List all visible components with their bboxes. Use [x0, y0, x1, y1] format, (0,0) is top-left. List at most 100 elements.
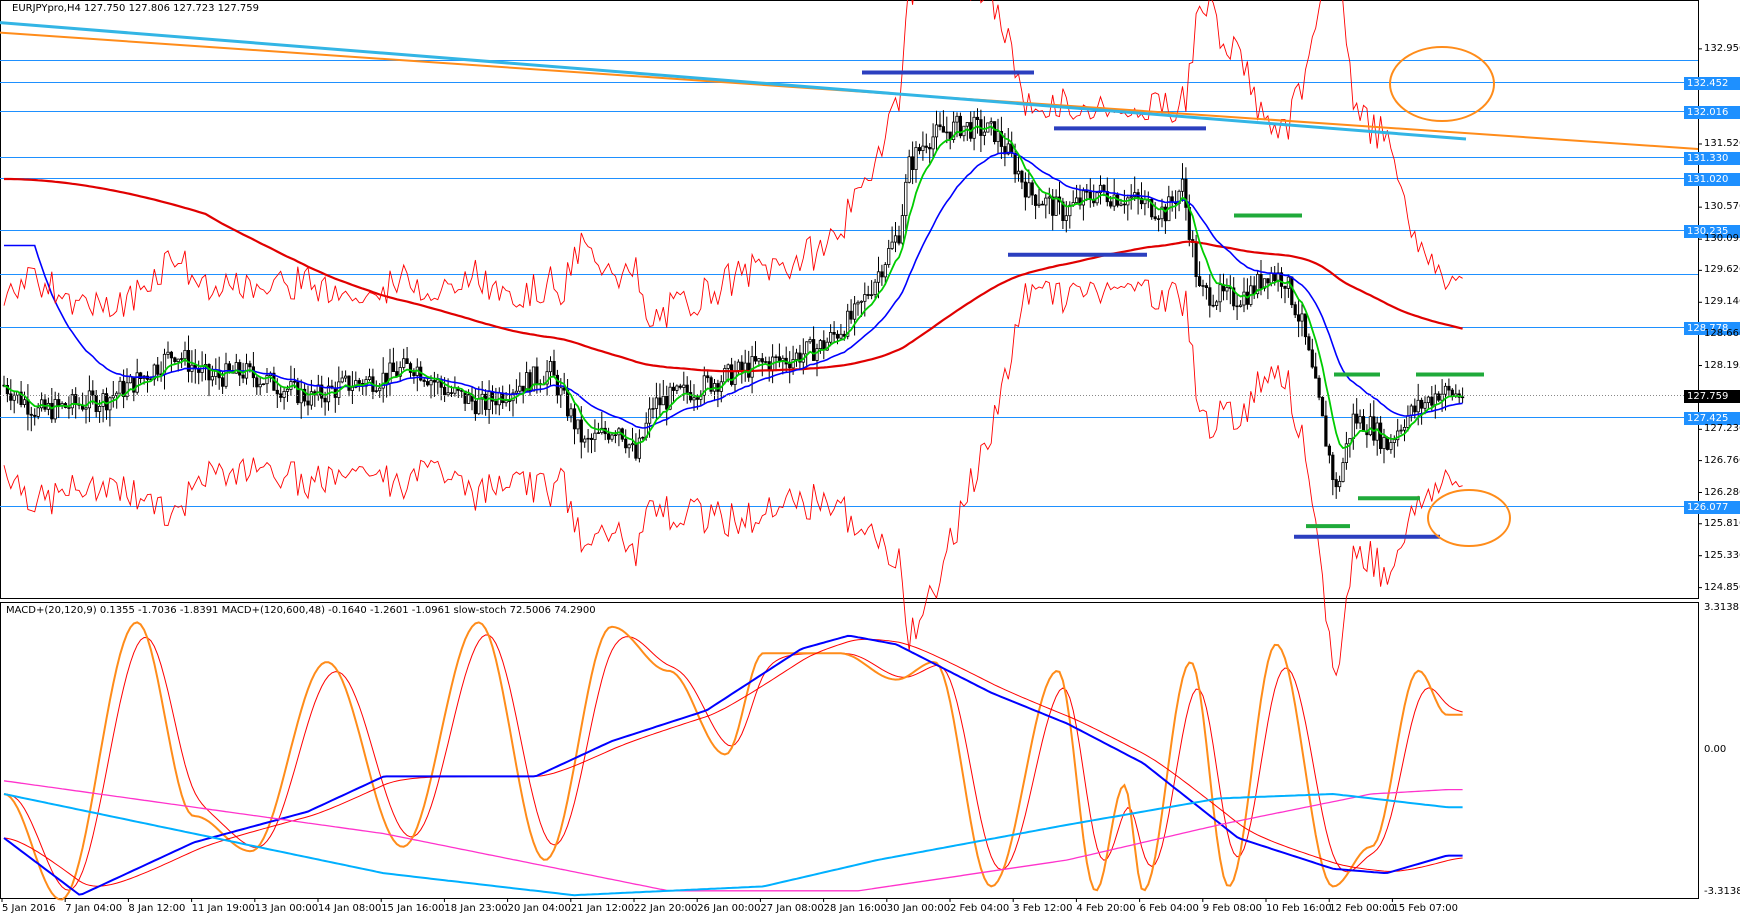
candle-body — [593, 432, 597, 441]
candle-body — [241, 374, 245, 379]
stoch-main-line — [3, 621, 1463, 901]
candle-body — [876, 271, 881, 283]
price-tick-label: 128.195 — [1704, 359, 1740, 371]
time-tick-label: 15 Jan 16:00 — [381, 903, 445, 914]
time-tick-label: 26 Jan 00:00 — [697, 903, 761, 914]
candle-body — [1160, 206, 1164, 220]
candle-body — [1351, 413, 1355, 440]
candle-body — [1225, 287, 1229, 292]
candle-body — [1119, 203, 1123, 206]
candle-body — [1402, 426, 1407, 431]
candle-body — [839, 333, 843, 339]
candle-body — [866, 294, 870, 296]
candle-body — [1344, 443, 1348, 463]
candle-body — [101, 393, 105, 407]
candle-body — [473, 400, 478, 415]
candle-body — [238, 362, 242, 376]
time-tick-label: 28 Jan 16:00 — [823, 903, 887, 914]
candle-body — [296, 380, 300, 404]
candle-body — [525, 372, 529, 392]
price-tick-label: 126.286 — [1704, 486, 1740, 498]
candle-body — [1184, 178, 1188, 208]
level-price-tag: 132.016 — [1684, 105, 1740, 119]
candle-body — [955, 115, 959, 123]
candle-body — [422, 379, 426, 382]
time-tick-label: 14 Jan 08:00 — [318, 903, 382, 914]
candle-body — [1443, 385, 1448, 395]
candle-body — [1396, 430, 1400, 441]
candle-body — [1109, 201, 1113, 207]
candle-body — [545, 371, 549, 385]
candle-body — [665, 395, 669, 410]
candle-body — [993, 121, 997, 142]
macd1-signal-line — [3, 638, 1463, 887]
level-price-tag: 130.235 — [1684, 224, 1740, 238]
candle-body — [480, 393, 484, 400]
candle-body — [200, 366, 204, 373]
candle-body — [40, 399, 44, 409]
candle-body — [91, 390, 95, 396]
candle-body — [518, 385, 522, 392]
candle-body — [952, 121, 956, 140]
candle-body — [29, 413, 33, 416]
candle-body — [1389, 442, 1393, 450]
price-tick-label: 132.956 — [1704, 42, 1740, 54]
candle-body — [675, 385, 679, 391]
candle-body — [1266, 278, 1270, 284]
candle-body — [446, 392, 450, 396]
candle-body — [589, 437, 594, 440]
candle-body — [1061, 201, 1065, 222]
candle-body — [449, 392, 454, 394]
candle-body — [227, 363, 231, 371]
candle-body — [1027, 182, 1031, 198]
price-tick-label: 130.095 — [1704, 233, 1740, 245]
macd2-signal-line — [3, 780, 1463, 892]
candle-body — [1215, 301, 1219, 306]
candle-body — [340, 377, 344, 383]
candle-body — [1283, 285, 1287, 289]
candle-body — [566, 389, 570, 417]
candle-body — [33, 414, 37, 417]
candle-body — [651, 408, 655, 410]
candle-body — [135, 372, 139, 393]
candle-body — [391, 362, 396, 373]
level-price-tag: 126.077 — [1684, 500, 1740, 514]
main-pane-frame — [0, 0, 1699, 599]
candle-body — [562, 387, 566, 391]
candle-body — [398, 367, 402, 377]
candle-body — [661, 395, 665, 406]
candle-body — [511, 392, 515, 402]
candle-body — [43, 399, 47, 410]
candle-body — [115, 392, 119, 396]
candle-body — [630, 443, 635, 446]
candle-body — [1054, 196, 1058, 216]
candle-body — [1129, 196, 1133, 199]
price-tick-label: 124.856 — [1704, 581, 1740, 593]
candle-body — [576, 419, 580, 430]
highlight-circle-top — [1389, 46, 1495, 122]
candle-body — [1030, 182, 1034, 196]
candle-body — [1423, 402, 1427, 409]
candle-body — [548, 360, 553, 373]
candle-body — [258, 383, 262, 388]
candle-body — [1211, 304, 1215, 307]
candle-body — [1307, 336, 1311, 351]
indicator-pane-frame — [0, 602, 1699, 899]
candle-body — [685, 384, 689, 393]
candle-body — [1358, 416, 1362, 424]
candle-body — [682, 384, 686, 388]
candle-body — [873, 281, 877, 296]
candle-body — [504, 400, 508, 404]
candle-body — [1447, 385, 1451, 391]
price-tick-label: 129.146 — [1704, 296, 1740, 308]
candle-body — [309, 391, 314, 406]
candle-body — [98, 405, 102, 412]
candle-body — [911, 156, 915, 171]
candle-body — [928, 146, 932, 150]
candle-body — [87, 390, 91, 409]
macd-tick-label: -3.3138 — [1704, 886, 1740, 897]
candle-body — [1385, 436, 1389, 450]
time-tick-label: 6 Feb 04:00 — [1139, 903, 1199, 914]
price-tick-label: 129.626 — [1704, 264, 1740, 276]
